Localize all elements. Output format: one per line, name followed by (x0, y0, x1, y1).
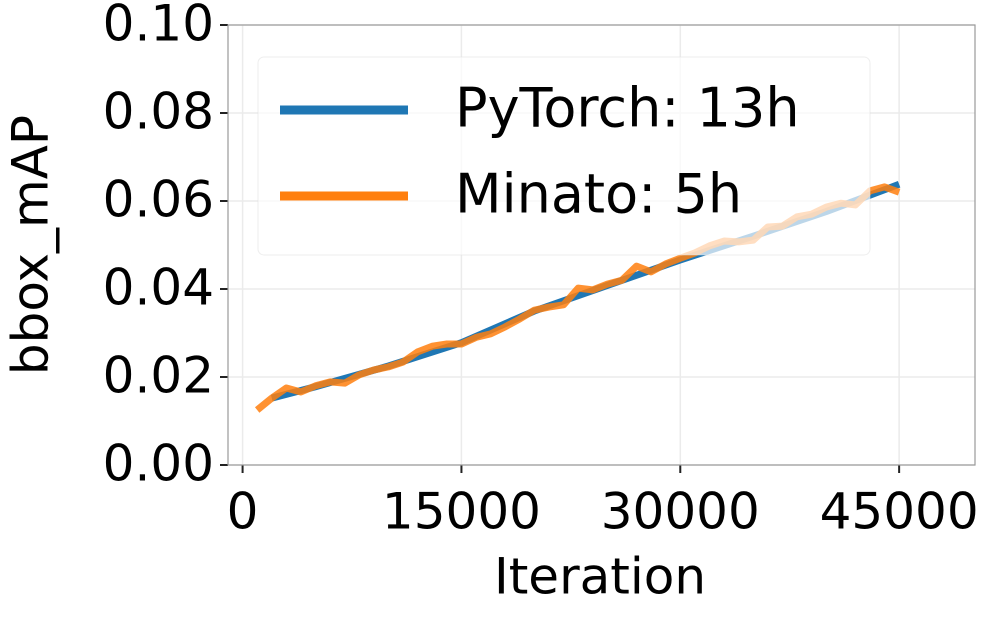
legend-label: Minato: 5h (455, 163, 742, 226)
legend-box (257, 56, 871, 256)
plot-frame (227, 24, 976, 466)
x-tick-label: 30000 (601, 483, 760, 541)
y-axis-label: bbox_mAP (2, 115, 60, 375)
legend-label: PyTorch: 13h (455, 77, 800, 140)
y-tick-label: 0.00 (103, 435, 214, 493)
x-tick-label: 15000 (382, 483, 541, 541)
y-tick-label: 0.02 (103, 347, 214, 405)
y-tick-label: 0.06 (103, 171, 214, 229)
y-tick-label: 0.08 (103, 83, 214, 141)
y-tick-label: 0.10 (103, 0, 214, 53)
x-tick-label: 0 (227, 483, 259, 541)
y-tick-label: 0.04 (103, 259, 214, 317)
x-tick-label: 45000 (820, 483, 979, 541)
x-axis-label: Iteration (494, 548, 706, 606)
